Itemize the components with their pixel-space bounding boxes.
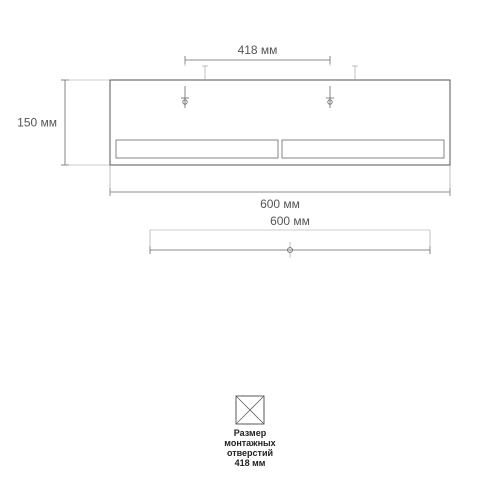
mount-screw: [326, 86, 334, 108]
mounting-size-icon: [236, 396, 264, 424]
slot-left: [116, 140, 278, 158]
dim-bottom-label: 600 мм: [270, 214, 310, 228]
pin-mark: [202, 66, 208, 80]
dim-height-label: 150 мм: [17, 116, 57, 130]
footer-l3: отверстий: [227, 448, 273, 458]
fixture-body: [110, 80, 450, 165]
dim-top-label: 418 мм: [238, 43, 278, 57]
dim-width-label: 600 мм: [260, 197, 300, 211]
footer-l2: монтажных: [224, 438, 275, 448]
slot-right: [282, 140, 444, 158]
footer-l1: Размер: [234, 428, 267, 438]
pin-mark: [352, 66, 358, 80]
footer-l4: 418 мм: [235, 458, 266, 468]
mount-screw: [181, 86, 189, 108]
